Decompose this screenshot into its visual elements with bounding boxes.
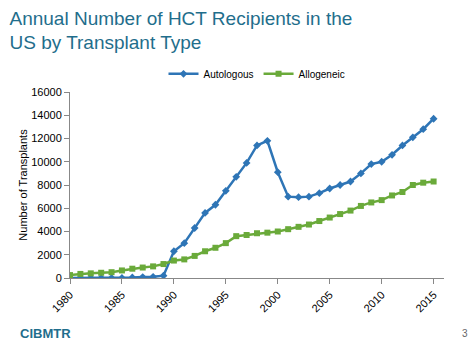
svg-text:6000: 6000 (37, 202, 61, 214)
svg-text:10000: 10000 (31, 156, 62, 168)
svg-text:2010: 2010 (361, 289, 387, 315)
svg-text:1990: 1990 (153, 289, 179, 315)
svg-text:2000: 2000 (257, 289, 283, 315)
svg-text:1985: 1985 (101, 289, 127, 315)
svg-text:4000: 4000 (37, 225, 61, 237)
svg-text:Number of Transplants: Number of Transplants (17, 129, 29, 241)
svg-text:Autologous: Autologous (204, 69, 254, 80)
svg-text:2015: 2015 (413, 289, 439, 315)
svg-text:2000: 2000 (37, 249, 61, 261)
svg-text:1980: 1980 (50, 289, 76, 315)
svg-text:3: 3 (462, 328, 468, 339)
svg-text:8000: 8000 (37, 179, 61, 191)
svg-text:12000: 12000 (31, 132, 62, 144)
svg-text:16000: 16000 (31, 86, 62, 98)
svg-text:Annual Number of HCT Recipient: Annual Number of HCT Recipients in theUS… (9, 8, 352, 54)
svg-text:1995: 1995 (205, 289, 231, 315)
svg-text:0: 0 (56, 272, 62, 284)
svg-text:CIBMTR: CIBMTR (20, 326, 71, 341)
svg-text:2005: 2005 (309, 289, 335, 315)
svg-text:14000: 14000 (31, 109, 62, 121)
svg-text:Allogeneic: Allogeneic (299, 69, 345, 80)
